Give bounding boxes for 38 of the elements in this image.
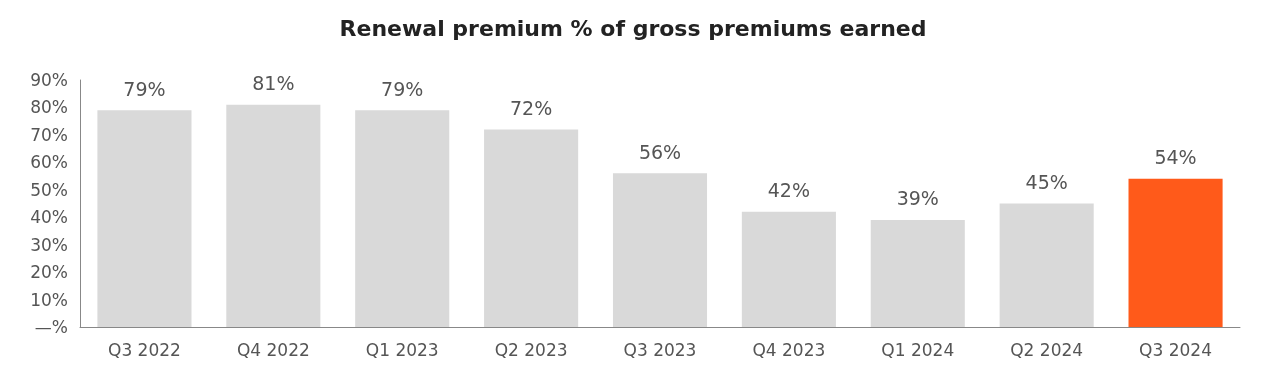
y-tick-label: 90%: [30, 70, 68, 90]
chart-title: Renewal premium % of gross premiums earned: [339, 15, 927, 41]
x-tick-label: Q3 2022: [108, 339, 181, 360]
bar: [97, 110, 192, 327]
x-tick-label: Q4 2022: [236, 339, 310, 360]
x-tick-label: Q3 2024: [1139, 339, 1212, 360]
bar: [741, 211, 836, 327]
data-label: 45%: [1025, 171, 1068, 193]
data-label: 81%: [252, 72, 295, 95]
x-tick-label: Q3 2023: [623, 339, 697, 360]
data-label: 39%: [896, 187, 939, 210]
y-tick-label: 60%: [30, 152, 68, 173]
data-label: 42%: [767, 179, 811, 202]
y-tick-label: 30%: [30, 234, 68, 255]
bar: [999, 203, 1094, 327]
data-label: 72%: [509, 96, 553, 119]
bar: [1128, 178, 1223, 327]
data-label: 56%: [638, 140, 682, 163]
data-label: 79%: [123, 77, 166, 100]
bar: [870, 219, 965, 327]
bar: [355, 110, 450, 327]
data-label: 54%: [1154, 146, 1197, 169]
bar: [484, 129, 579, 327]
x-tick-label: Q2 2024: [1010, 339, 1084, 360]
y-tick-label: 10%: [30, 289, 68, 310]
x-tick-label: Q2 2023: [494, 339, 568, 360]
y-tick-label: 50%: [30, 179, 68, 200]
y-tick-label: —%: [34, 317, 68, 337]
y-tick-label: 40%: [30, 207, 68, 228]
y-tick-label: 70%: [30, 124, 68, 145]
y-tick-label: 20%: [30, 262, 68, 283]
y-tick-label: 80%: [30, 97, 68, 118]
x-tick-label: Q1 2024: [881, 339, 955, 360]
data-label: 79%: [381, 77, 424, 100]
bar: [612, 173, 708, 327]
x-tick-label: Q4 2023: [752, 339, 826, 360]
bar: [226, 104, 321, 327]
x-tick-label: Q1 2023: [365, 339, 439, 360]
